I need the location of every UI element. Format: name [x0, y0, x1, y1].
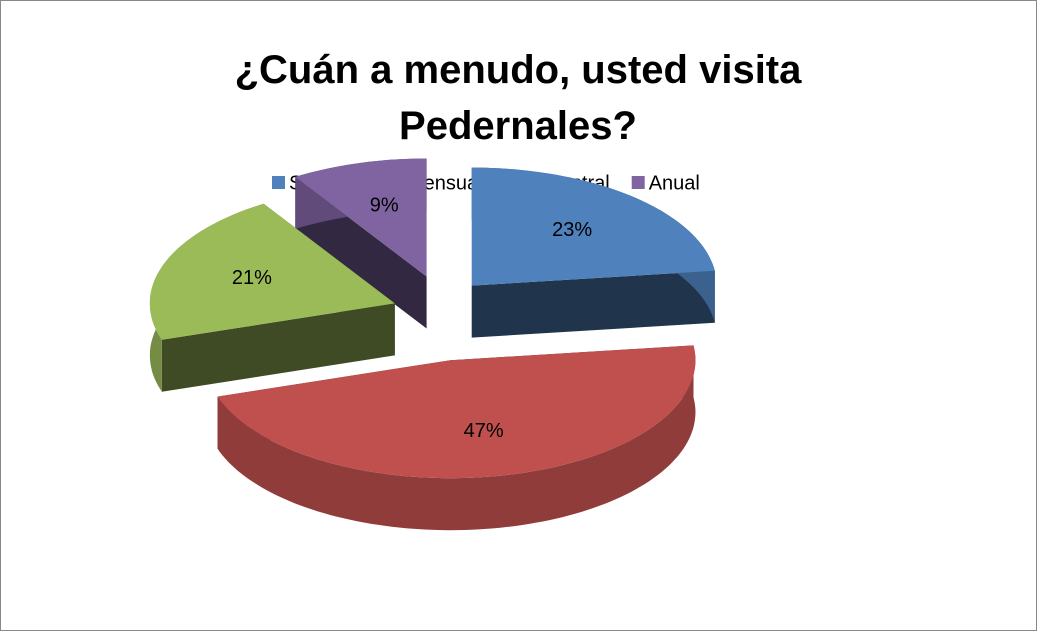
data-label: 47% [464, 420, 504, 442]
slice-top [295, 158, 427, 277]
slice-top [217, 345, 696, 479]
slice-top [471, 167, 715, 286]
data-label: 23% [552, 219, 592, 241]
slice-top [149, 203, 395, 340]
legend-swatch [631, 176, 645, 189]
pie-slice [471, 167, 715, 338]
slice-wall [217, 345, 696, 531]
pie-slice [149, 203, 395, 392]
data-label: 9% [370, 195, 399, 217]
data-label: 21% [232, 267, 272, 289]
pie-slice [217, 345, 696, 531]
slice-side [471, 270, 715, 338]
legend-label: Anual [649, 172, 700, 194]
pie-slice [295, 158, 427, 329]
slice-side [161, 303, 395, 392]
legend-swatch [272, 176, 285, 189]
chart-title: ¿Cuán a menudo, usted visita Pedernales? [234, 48, 802, 148]
